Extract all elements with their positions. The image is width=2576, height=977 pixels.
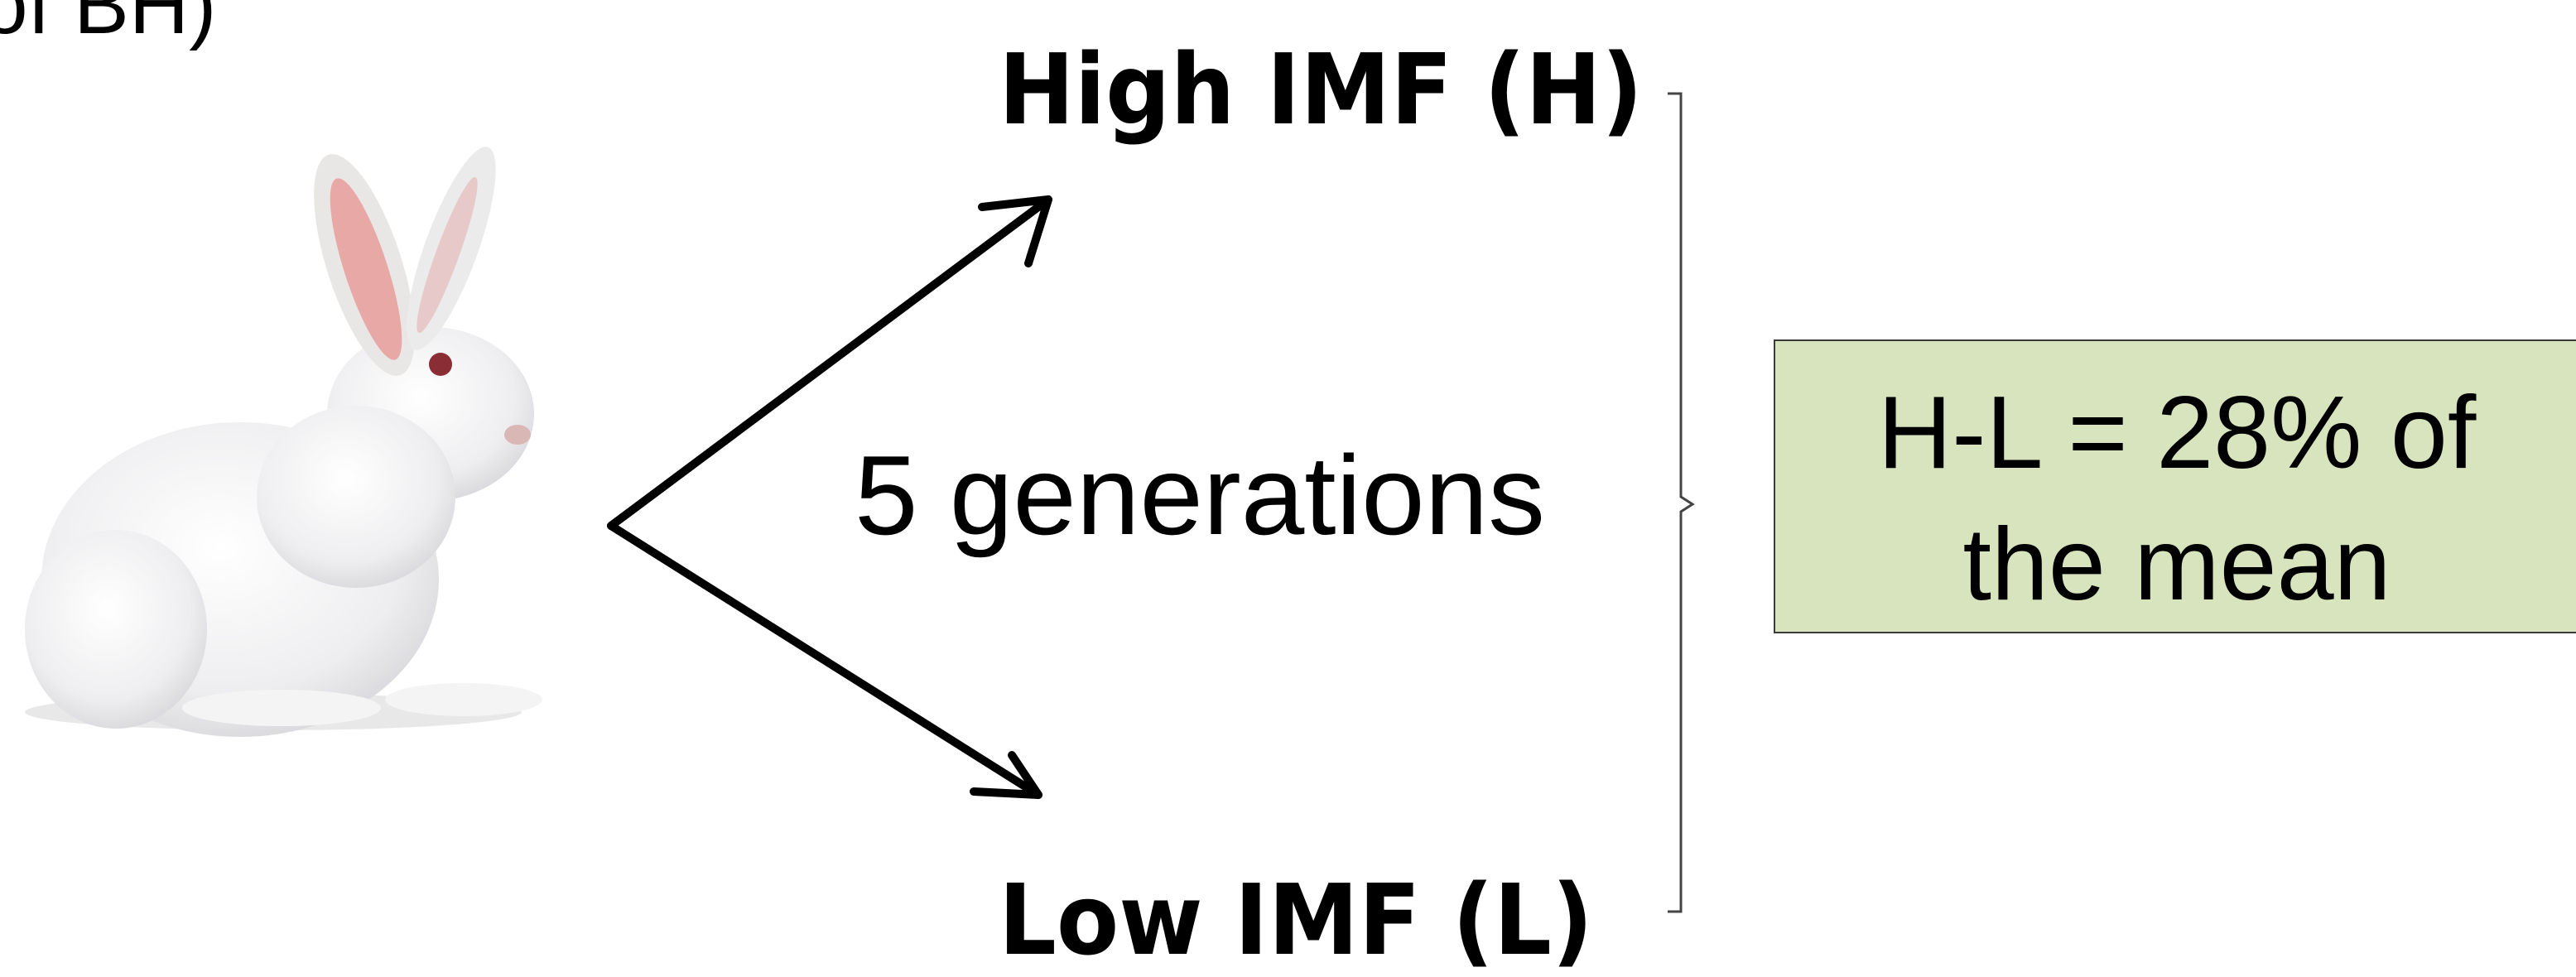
corner-text: of BH) [0,0,216,51]
middle-label: 5 generations [855,432,1545,558]
slide: of BH) High IMF (H) Low IMF (L) 5 genera… [0,0,2576,977]
rabbit-image [25,138,542,737]
arrow-down [611,526,1038,795]
low-label: Low IMF (L) [999,863,1593,977]
high-label: High IMF (H) [999,32,1643,147]
result-line: the mean [1962,508,2391,622]
result-line: H-L = 28% of [1878,376,2477,490]
brace [1668,94,1692,912]
page: of BH) High IMF (H) Low IMF (L) 5 genera… [0,0,2576,977]
